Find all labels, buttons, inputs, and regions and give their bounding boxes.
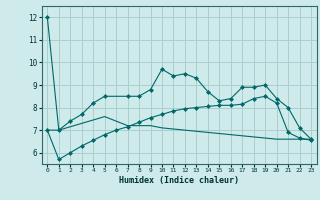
- X-axis label: Humidex (Indice chaleur): Humidex (Indice chaleur): [119, 176, 239, 185]
